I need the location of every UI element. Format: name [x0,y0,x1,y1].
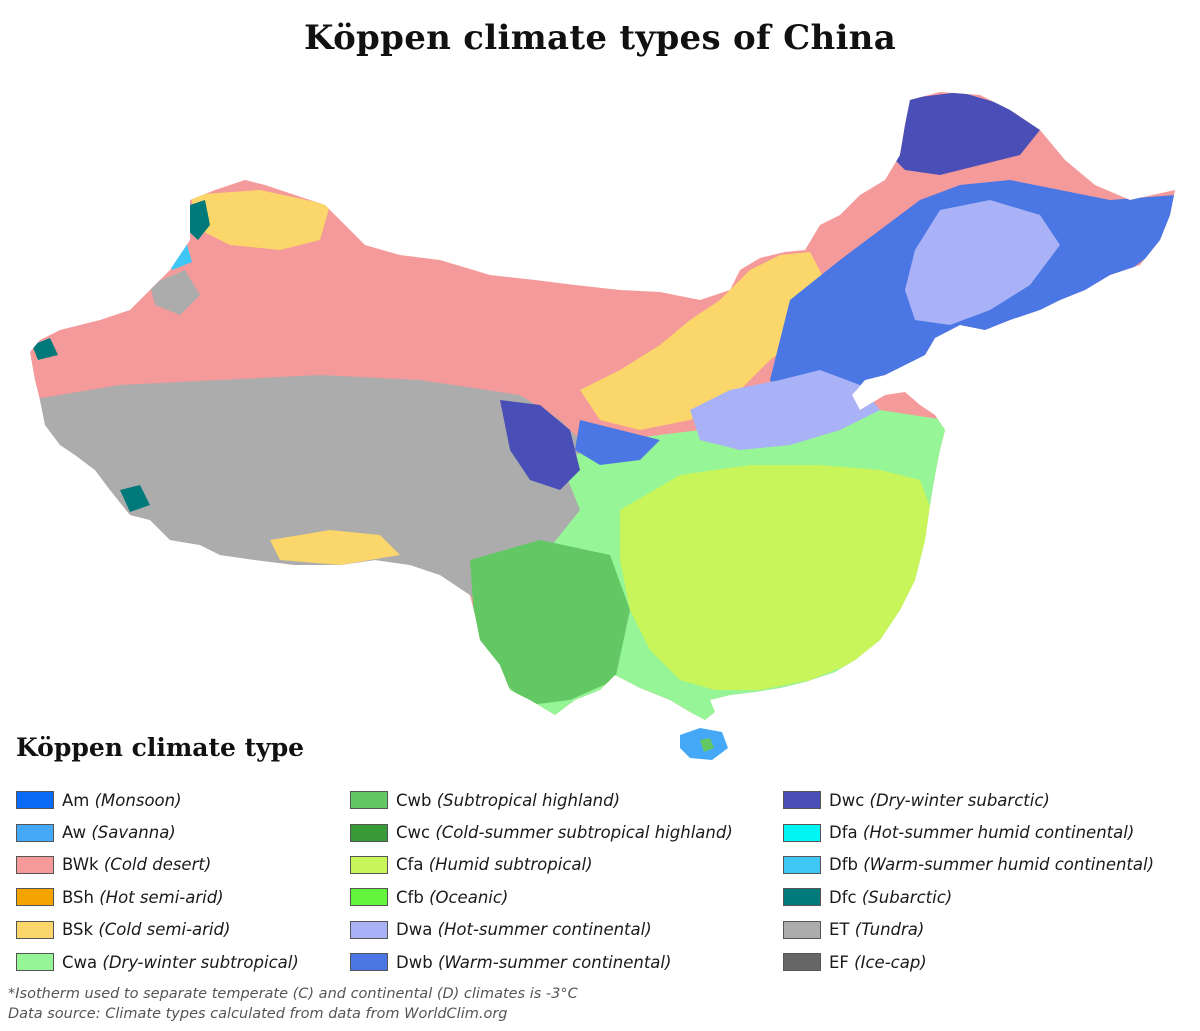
legend-label: BSh (Hot semi-arid) [62,887,224,907]
legend-label: BSk (Cold semi-arid) [62,920,231,940]
legend-item-cwc: Cwc (Cold-summer subtropical highland) [350,816,733,848]
legend-item-cfa: Cfa (Humid subtropical) [350,849,733,881]
legend-title: Köppen climate type [16,733,305,762]
legend-label: Dfb (Warm-summer humid continental) [829,855,1155,875]
swatch-dfa [783,823,821,842]
legend-label: Am (Monsoon) [62,790,182,810]
legend-label: BWk (Cold desert) [62,855,212,875]
legend-item-am: Am (Monsoon) [16,784,299,816]
legend-item-bsk: BSk (Cold semi-arid) [16,914,299,946]
legend-label: Dfc (Subarctic) [829,887,953,907]
legend-label: Dfa (Hot-summer humid continental) [829,823,1135,843]
legend-label: Cwc (Cold-summer subtropical highland) [396,823,733,843]
legend-label: EF (Ice-cap) [829,952,927,972]
swatch-ef [783,953,821,972]
legend-item-dfa: Dfa (Hot-summer humid continental) [783,816,1154,848]
legend-item-bsh: BSh (Hot semi-arid) [16,881,299,913]
data-source-note: Data source: Climate types calculated fr… [8,1006,508,1022]
legend-column-1: Am (Monsoon) Aw (Savanna) BWk (Cold dese… [16,784,299,978]
swatch-dfb [783,855,821,874]
legend-item-dfb: Dfb (Warm-summer humid continental) [783,849,1154,881]
legend-item-aw: Aw (Savanna) [16,816,299,848]
swatch-dwb [350,953,388,972]
legend-item-et: ET (Tundra) [783,914,1154,946]
swatch-cwb [350,791,388,810]
legend-label: Aw (Savanna) [62,823,176,843]
legend-label: Cwa (Dry-winter subtropical) [62,952,299,972]
legend-label: Cwb (Subtropical highland) [396,790,621,810]
legend-label: Dwb (Warm-summer continental) [396,952,672,972]
legend-label: ET (Tundra) [829,920,925,940]
legend-label: Dwc (Dry-winter subarctic) [829,790,1050,810]
legend-item-dwb: Dwb (Warm-summer continental) [350,946,733,978]
legend-item-dwc: Dwc (Dry-winter subarctic) [783,784,1154,816]
swatch-et [783,920,821,939]
swatch-dwa [350,920,388,939]
swatch-bwk [16,855,54,874]
swatch-bsh [16,888,54,907]
legend-column-3: Dwc (Dry-winter subarctic) Dfa (Hot-summ… [783,784,1154,978]
swatch-cfb [350,888,388,907]
map-title: Köppen climate types of China [303,18,897,58]
isotherm-note: *Isotherm used to separate temperate (C)… [8,986,578,1002]
legend-item-dfc: Dfc (Subarctic) [783,881,1154,913]
swatch-cwa [16,953,54,972]
legend-column-2: Cwb (Subtropical highland) Cwc (Cold-sum… [350,784,733,978]
legend-item-cwa: Cwa (Dry-winter subtropical) [16,946,299,978]
legend-item-dwa: Dwa (Hot-summer continental) [350,914,733,946]
swatch-am [16,791,54,810]
swatch-dwc [783,791,821,810]
legend-label: Cfa (Humid subtropical) [396,855,593,875]
legend-label: Cfb (Oceanic) [396,887,509,907]
legend-item-ef: EF (Ice-cap) [783,946,1154,978]
legend-item-cwb: Cwb (Subtropical highland) [350,784,733,816]
swatch-bsk [16,920,54,939]
swatch-aw [16,823,54,842]
legend-label: Dwa (Hot-summer continental) [396,920,652,940]
legend-item-bwk: BWk (Cold desert) [16,849,299,881]
swatch-dfc [783,888,821,907]
china-climate-map [30,92,1175,760]
swatch-cfa [350,855,388,874]
legend-item-cfb: Cfb (Oceanic) [350,881,733,913]
swatch-cwc [350,823,388,842]
